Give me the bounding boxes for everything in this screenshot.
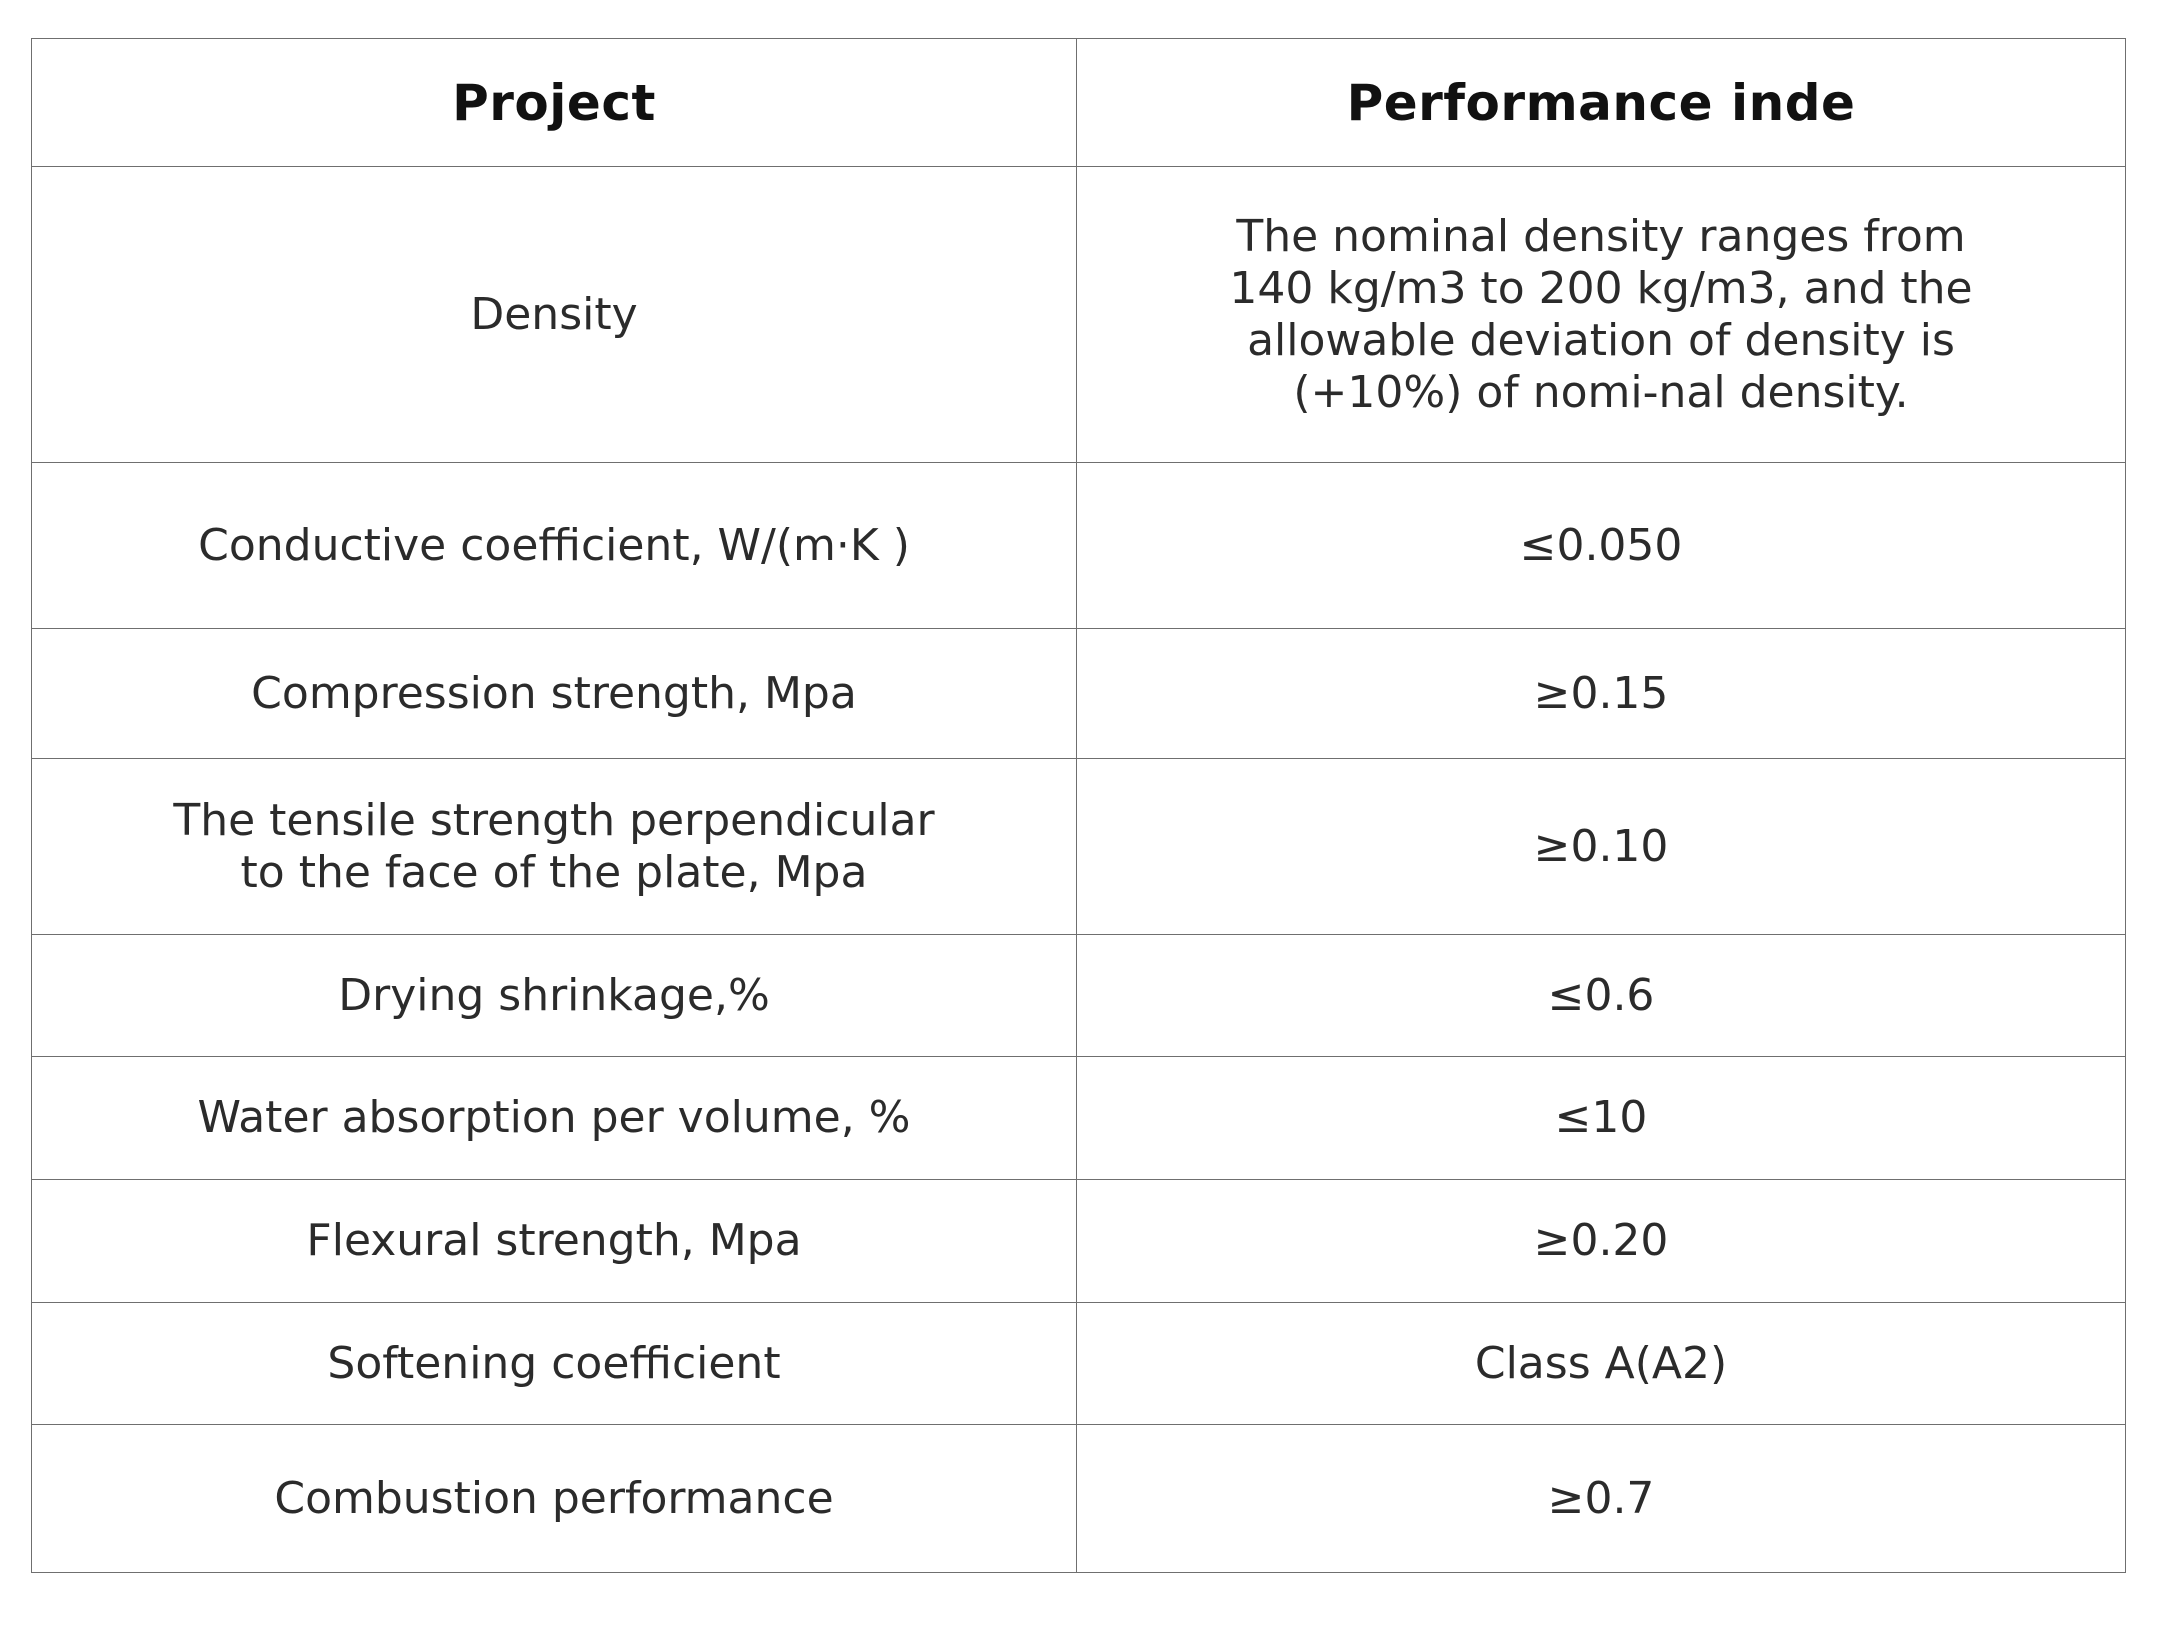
project-cell: The tensile strength perpendicular to th…: [31, 758, 1077, 935]
value-cell: The nominal density ranges from 140 kg/m…: [1076, 166, 2126, 463]
table-row: Flexural strength, Mpa ≥0.20: [31, 1179, 2126, 1303]
value-cell: ≥0.7: [1076, 1424, 2126, 1573]
table-row: Combustion performance ≥0.7: [31, 1424, 2126, 1573]
table-row: Conductive coefficient, W/(m·K ) ≤0.050: [31, 462, 2126, 629]
project-cell: Drying shrinkage,%: [31, 934, 1077, 1057]
value-cell: ≥0.15: [1076, 628, 2126, 759]
project-cell: Water absorption per volume, %: [31, 1056, 1077, 1180]
value-cell: Class A(A2): [1076, 1302, 2126, 1425]
header-project: Project: [31, 38, 1077, 167]
table-row: Compression strength, Mpa ≥0.15: [31, 628, 2126, 759]
project-cell: Softening coefficient: [31, 1302, 1077, 1425]
table-row: Water absorption per volume, % ≤10: [31, 1056, 2126, 1180]
header-performance-index: Performance inde: [1076, 38, 2126, 167]
performance-table: Project Performance inde Density The nom…: [31, 38, 2126, 1573]
project-cell: Conductive coefficient, W/(m·K ): [31, 462, 1077, 629]
table-row: Softening coefficient Class A(A2): [31, 1302, 2126, 1425]
project-cell: Density: [31, 166, 1077, 463]
value-cell: ≤10: [1076, 1056, 2126, 1180]
project-cell: Combustion performance: [31, 1424, 1077, 1573]
table-row: The tensile strength perpendicular to th…: [31, 758, 2126, 935]
table-row: Drying shrinkage,% ≤0.6: [31, 934, 2126, 1057]
project-cell: Flexural strength, Mpa: [31, 1179, 1077, 1303]
table-header-row: Project Performance inde: [31, 38, 2126, 167]
project-cell: Compression strength, Mpa: [31, 628, 1077, 759]
table-row: Density The nominal density ranges from …: [31, 166, 2126, 463]
value-cell: ≤0.050: [1076, 462, 2126, 629]
spec-table-container: Project Performance inde Density The nom…: [31, 38, 2126, 1573]
value-cell: ≥0.20: [1076, 1179, 2126, 1303]
value-cell: ≤0.6: [1076, 934, 2126, 1057]
value-cell: ≥0.10: [1076, 758, 2126, 935]
